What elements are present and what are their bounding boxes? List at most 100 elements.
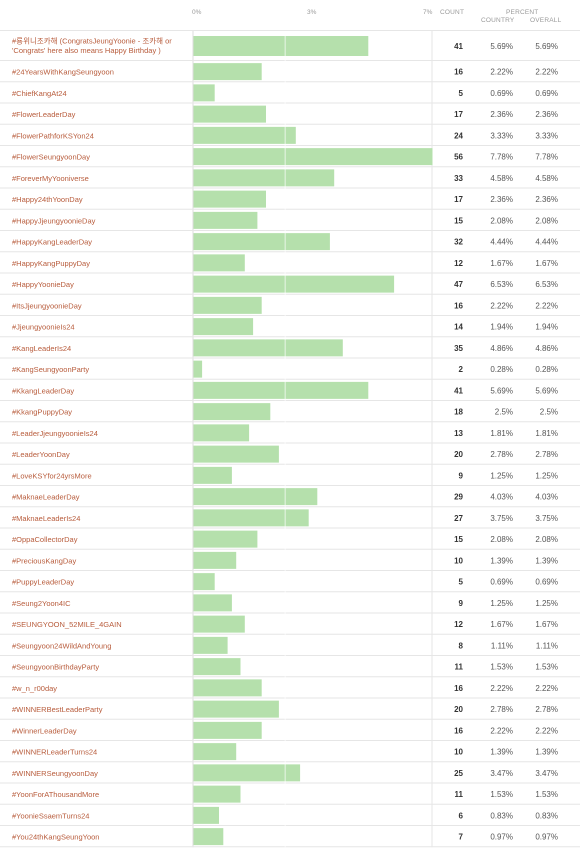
row-label: #MaknaeLeaderIs24 [12,514,80,523]
country-percent: 2.78% [490,450,513,459]
overall-percent: 1.81% [535,429,558,438]
count-value: 18 [454,408,463,417]
country-percent: 2.36% [490,195,513,204]
country-header: COUNTRY [481,17,515,24]
bar [193,63,262,81]
overall-percent: 5.69% [535,42,558,51]
overall-percent: 2.08% [535,535,558,544]
row-label: #LeaderYoonDay [12,450,70,459]
count-value: 9 [459,599,464,608]
row-label: #24YearsWithKangSeungyoon [12,68,114,77]
country-percent: 2.36% [490,110,513,119]
country-percent: 2.5% [495,408,513,417]
count-value: 24 [454,131,463,140]
bar [193,445,279,463]
bar [193,806,219,824]
row-label: #WinnerLeaderDay [12,726,77,735]
bar [193,36,369,56]
overall-percent: 2.22% [535,68,558,77]
overall-percent: 3.33% [535,131,558,140]
count-value: 25 [454,769,463,778]
bar [193,573,215,591]
row-label: #FlowerPathforKSYon24 [12,131,94,140]
row-label: #Happy24thYoonDay [12,195,83,204]
country-percent: 7.78% [490,153,513,162]
count-value: 29 [454,493,463,502]
country-percent: 1.25% [490,599,513,608]
row-label: #LeaderJjeungyoonieIs24 [12,429,98,438]
row-label: #SeungyoonBirthdayParty [12,663,99,672]
overall-percent: 2.08% [535,216,558,225]
bar [193,126,296,144]
count-value: 15 [454,535,463,544]
row-label: #PuppyLeaderDay [12,578,74,587]
bar [193,764,301,782]
count-value: 10 [454,748,463,757]
overall-percent: 2.36% [535,110,558,119]
count-value: 7 [459,833,464,842]
bar [193,700,279,718]
country-percent: 3.47% [490,769,513,778]
count-value: 32 [454,238,463,247]
country-percent: 1.81% [490,429,513,438]
overall-percent: 0.83% [535,811,558,820]
country-percent: 4.86% [490,344,513,353]
bar [193,679,262,697]
bar [193,530,258,548]
count-value: 11 [455,663,464,672]
country-percent: 1.67% [490,259,513,268]
bar [193,211,258,229]
country-percent: 2.22% [490,301,513,310]
overall-percent: 1.53% [535,790,558,799]
row-label: #Seung2Yoon4IC [12,599,71,608]
country-percent: 2.08% [490,216,513,225]
bar [193,360,203,378]
overall-percent: 5.69% [535,386,558,395]
count-value: 9 [459,471,464,480]
bar [193,594,232,612]
row-label: #HappyKangPuppyDay [12,259,90,268]
row-label: #You24thKangSeungYoon [12,833,99,842]
bar [193,509,309,527]
country-percent: 0.97% [490,833,513,842]
x-tick-max: 7% [423,9,433,16]
row-label: #w_n_r00day [12,684,57,693]
bar [193,828,224,846]
overall-percent: 2.5% [540,408,558,417]
bar [193,84,215,102]
bar [193,275,395,293]
country-percent: 2.22% [490,726,513,735]
bar [193,466,232,484]
bar [193,318,254,336]
count-value: 10 [454,556,463,565]
country-percent: 1.11% [491,641,513,650]
bar [193,551,237,569]
country-percent: 1.53% [490,663,513,672]
bar [193,488,318,506]
count-value: 6 [459,811,464,820]
country-percent: 1.39% [490,748,513,757]
country-percent: 4.44% [490,238,513,247]
count-value: 8 [459,641,464,650]
overall-percent: 2.36% [535,195,558,204]
overall-percent: 1.25% [535,599,558,608]
row-label: #HappyKangLeaderDay [12,238,92,247]
row-label: #WINNERSeungyoonDay [12,769,98,778]
overall-percent: 1.53% [535,663,558,672]
row-label: #OppaCollectorDay [12,535,78,544]
bar [193,169,335,187]
row-label: #ChiefKangAt24 [12,89,67,98]
count-value: 35 [454,344,463,353]
bar [193,339,343,357]
bar [193,615,245,633]
overall-percent: 2.78% [535,705,558,714]
bar [193,743,237,761]
bar [193,296,262,314]
row-label: #FlowerSeungyoonDay [12,153,90,162]
overall-percent: 3.75% [535,514,558,523]
overall-percent: 4.03% [535,493,558,502]
count-value: 11 [455,790,464,799]
row-label: #KangSeungyoonParty [12,365,89,374]
row-label: #WINNERLeaderTurns24 [12,748,97,757]
